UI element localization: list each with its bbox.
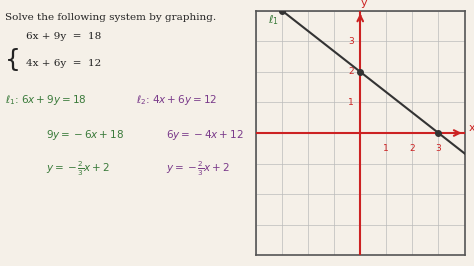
Text: 3: 3: [436, 144, 441, 153]
Text: 3: 3: [348, 37, 354, 46]
Text: 4x + 6y  =  12: 4x + 6y = 12: [26, 59, 101, 68]
Text: $6y = -4x +12$: $6y = -4x +12$: [166, 128, 244, 142]
Text: 2: 2: [410, 144, 415, 153]
Text: $y = -\frac{2}{3}x + 2$: $y = -\frac{2}{3}x + 2$: [166, 160, 230, 178]
Text: $\ell_1$: $\ell_1$: [268, 14, 279, 27]
Text: {: {: [5, 48, 21, 72]
Text: y: y: [361, 0, 367, 8]
Text: $y = -\frac{2}{3}x + 2$: $y = -\frac{2}{3}x + 2$: [46, 160, 110, 178]
Text: 6x + 9y  =  18: 6x + 9y = 18: [26, 32, 101, 41]
Text: 2: 2: [348, 67, 354, 76]
Text: $\ell_1$: $6x+9y = 18$: $\ell_1$: $6x+9y = 18$: [5, 93, 87, 107]
Text: $\ell_2$: $4x+6y = 12$: $\ell_2$: $4x+6y = 12$: [136, 93, 217, 107]
Text: 1: 1: [348, 98, 354, 107]
Text: 1: 1: [383, 144, 389, 153]
Text: $9y = -6x +18$: $9y = -6x +18$: [46, 128, 124, 142]
Text: x: x: [468, 123, 474, 134]
Text: Solve the following system by graphing.: Solve the following system by graphing.: [5, 13, 216, 22]
